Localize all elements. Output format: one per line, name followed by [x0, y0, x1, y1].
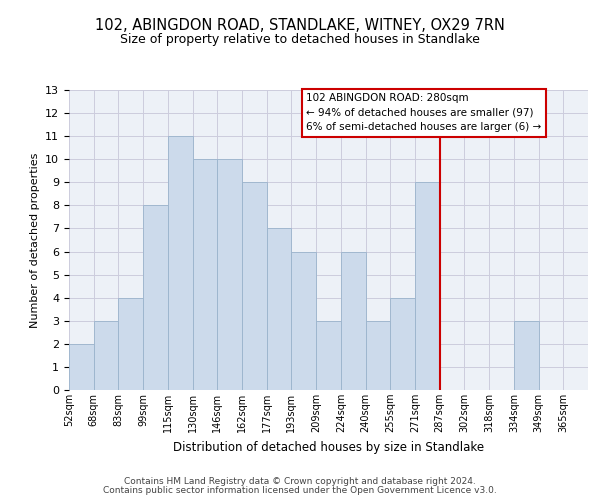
Text: Contains public sector information licensed under the Open Government Licence v3: Contains public sector information licen…	[103, 486, 497, 495]
Bar	[292, 252, 316, 390]
Bar	[316, 321, 341, 390]
X-axis label: Distribution of detached houses by size in Standlake: Distribution of detached houses by size …	[173, 440, 484, 454]
Bar	[118, 298, 143, 390]
Text: 102 ABINGDON ROAD: 280sqm
← 94% of detached houses are smaller (97)
6% of semi-d: 102 ABINGDON ROAD: 280sqm ← 94% of detac…	[306, 94, 542, 132]
Bar	[514, 321, 539, 390]
Bar	[341, 252, 365, 390]
Bar	[143, 206, 168, 390]
Text: Contains HM Land Registry data © Crown copyright and database right 2024.: Contains HM Land Registry data © Crown c…	[124, 477, 476, 486]
Bar	[193, 159, 217, 390]
Y-axis label: Number of detached properties: Number of detached properties	[29, 152, 40, 328]
Text: Size of property relative to detached houses in Standlake: Size of property relative to detached ho…	[120, 32, 480, 46]
Bar	[69, 344, 94, 390]
Bar	[217, 159, 242, 390]
Bar	[390, 298, 415, 390]
Bar	[365, 321, 390, 390]
Bar	[168, 136, 193, 390]
Bar	[94, 321, 118, 390]
Bar	[242, 182, 267, 390]
Bar	[267, 228, 292, 390]
Bar	[415, 182, 440, 390]
Text: 102, ABINGDON ROAD, STANDLAKE, WITNEY, OX29 7RN: 102, ABINGDON ROAD, STANDLAKE, WITNEY, O…	[95, 18, 505, 32]
